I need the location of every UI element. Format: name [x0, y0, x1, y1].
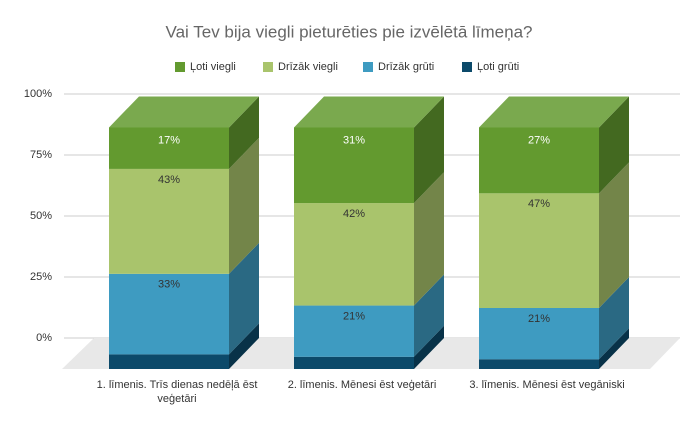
bar	[109, 168, 229, 274]
bar	[109, 127, 229, 169]
data-label: 43%	[158, 174, 180, 186]
legend-swatch	[363, 62, 373, 72]
x-tick-label: 2. līmenis. Mēnesi ēst veģetāri	[287, 379, 437, 391]
legend-label: Ļoti viegli	[190, 61, 236, 73]
data-label: 31%	[343, 134, 365, 146]
bar-side	[414, 325, 444, 369]
legend-label: Drīzāk grūti	[378, 61, 434, 73]
legend-swatch	[263, 62, 273, 72]
data-label: 42%	[343, 208, 365, 220]
data-label: 33%	[158, 279, 180, 291]
data-label: 17%	[158, 134, 180, 146]
data-label: 21%	[528, 313, 550, 325]
bar	[479, 193, 599, 308]
bar	[294, 356, 414, 369]
bar-side	[414, 172, 444, 306]
bar	[479, 308, 599, 360]
bar-side	[414, 274, 444, 357]
bar	[479, 127, 599, 194]
x-tick-label: 1. līmenis. Trīs dienas nedēļā ēst veģet…	[96, 379, 258, 405]
bar	[294, 305, 414, 357]
y-tick-label: 75%	[30, 149, 52, 161]
bar	[109, 354, 229, 369]
y-tick-label: 0%	[36, 332, 52, 344]
bar	[109, 273, 229, 355]
bar-side	[599, 328, 629, 369]
bar	[294, 203, 414, 306]
y-tick-label: 100%	[24, 88, 52, 100]
bar-side	[599, 277, 629, 360]
bar-side	[229, 323, 259, 369]
bar	[294, 127, 414, 204]
legend-swatch	[462, 62, 472, 72]
chart-title: Vai Tev bija viegli pieturēties pie izvē…	[166, 22, 533, 41]
y-tick-label: 50%	[30, 210, 52, 222]
bar-side	[229, 96, 259, 169]
bar	[479, 359, 599, 369]
data-label: 21%	[343, 310, 365, 322]
bar-top	[294, 96, 444, 128]
data-label: 47%	[528, 198, 550, 210]
x-tick-label: 3. līmenis. Mēnesi ēst vegāniski	[469, 379, 625, 391]
bar-side	[229, 242, 259, 355]
y-tick-label: 25%	[30, 271, 52, 283]
bar-top	[479, 96, 629, 128]
bar-side	[599, 162, 629, 308]
bar-side	[599, 96, 629, 194]
bar-top	[109, 96, 259, 128]
legend-label: Ļoti grūti	[477, 61, 519, 73]
legend-swatch	[175, 62, 185, 72]
legend-label: Drīzāk viegli	[278, 61, 338, 73]
bar-side	[229, 137, 259, 274]
data-label: 27%	[528, 134, 550, 146]
bar-side	[414, 96, 444, 204]
